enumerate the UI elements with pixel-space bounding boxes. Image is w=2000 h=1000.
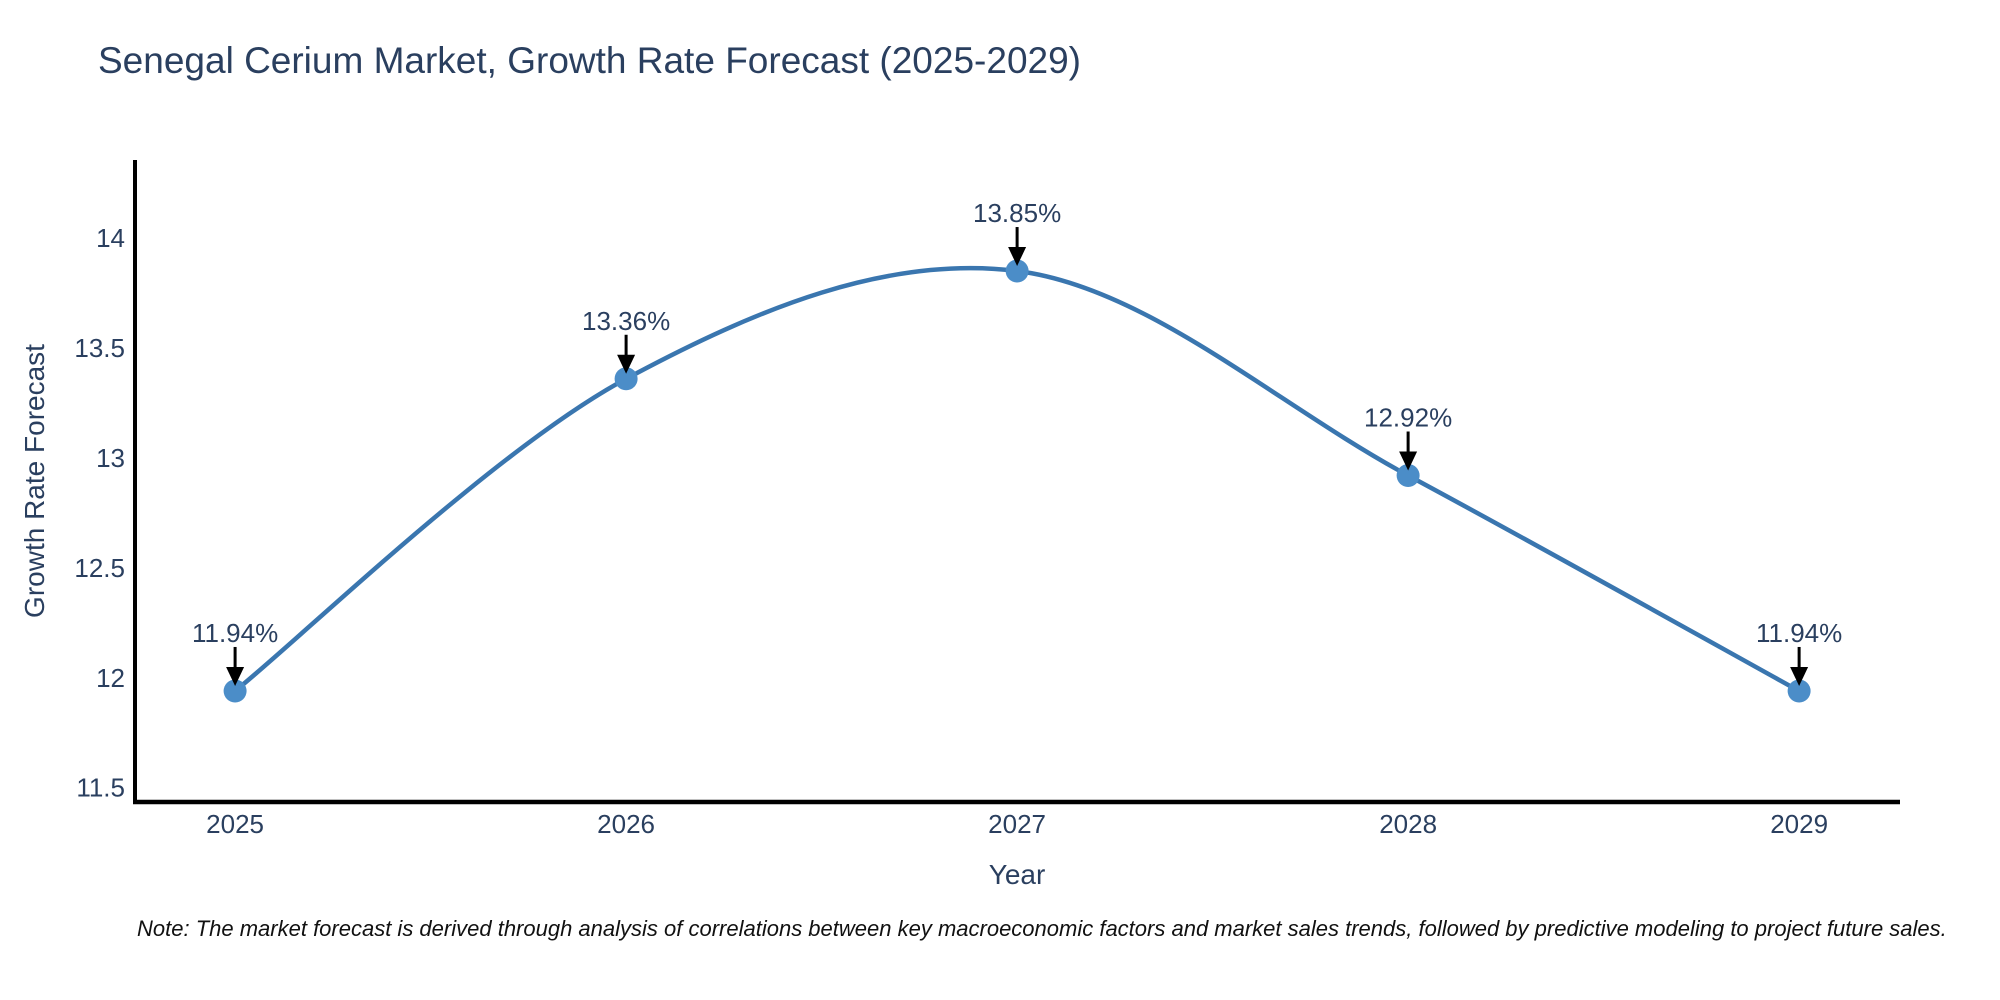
data-point-marker	[1787, 679, 1811, 703]
y-tick-label: 12.5	[74, 553, 125, 583]
series-line	[232, 265, 1802, 694]
annotation-arrow-head	[617, 354, 636, 374]
x-tick-label: 2027	[988, 809, 1046, 839]
x-axis-title: Year	[988, 859, 1046, 890]
annotation-label: 11.94%	[192, 618, 278, 648]
footnote-text: Note: The market forecast is derived thr…	[137, 916, 1947, 941]
x-tick-label: 2026	[597, 809, 655, 839]
chart-title: Senegal Cerium Market, Growth Rate Forec…	[98, 40, 1081, 81]
data-point-marker	[1005, 259, 1029, 283]
data-point-marker	[223, 679, 247, 703]
annotation-label: 13.85%	[973, 198, 1061, 228]
y-tick-label: 14	[96, 223, 125, 253]
annotation-label: 13.36%	[582, 306, 670, 336]
annotation-label: 12.92%	[1364, 403, 1452, 433]
x-tick-label: 2025	[206, 809, 264, 839]
annotation-arrow-head	[1399, 451, 1418, 471]
annotation-arrow-head	[226, 666, 245, 686]
y-tick-label: 13.5	[74, 333, 125, 363]
y-tick-label: 12	[96, 663, 125, 693]
x-tick-label: 2028	[1379, 809, 1437, 839]
y-tick-label: 13	[96, 443, 125, 473]
data-point-marker	[1396, 464, 1420, 488]
data-point-marker	[614, 367, 638, 391]
annotation-arrow-head	[1790, 666, 1809, 686]
annotation-label: 11.94%	[1756, 618, 1842, 648]
x-tick-label: 2029	[1770, 809, 1828, 839]
y-tick-label: 11.5	[76, 773, 125, 803]
annotation-arrow-head	[1008, 247, 1027, 267]
